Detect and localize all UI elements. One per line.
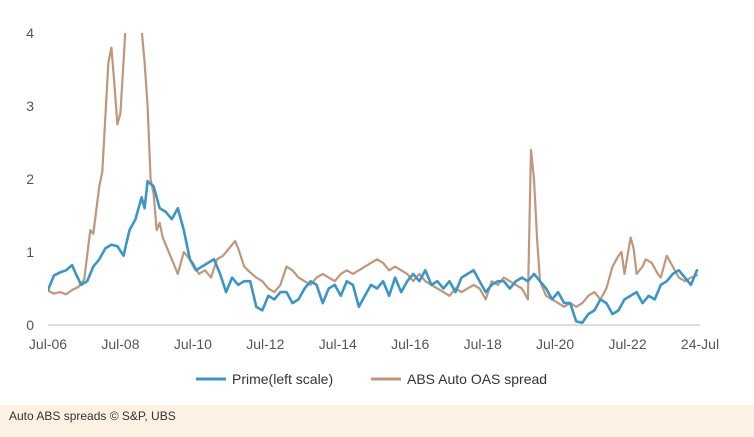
x-tick-label: Jul-18 bbox=[464, 336, 502, 352]
y-tick-label: 0 bbox=[26, 317, 34, 333]
x-tick-label: Jul-12 bbox=[246, 336, 284, 352]
x-tick-label: Jul-16 bbox=[391, 336, 429, 352]
legend: Prime(left scale) ABS Auto OAS spread bbox=[196, 371, 547, 387]
x-tick-label: Jul-10 bbox=[174, 336, 212, 352]
plot-background bbox=[0, 0, 754, 405]
legend-item-abs-oas-label: ABS Auto OAS spread bbox=[407, 371, 547, 387]
abs-oas-series-line bbox=[48, 33, 699, 308]
legend-item-prime-label: Prime(left scale) bbox=[232, 371, 333, 387]
series-lines bbox=[48, 33, 699, 325]
x-axis-ticks: Jul-06 Jul-08 Jul-10 Jul-12 Jul-14 Jul-16 Jul-… bbox=[29, 336, 719, 352]
y-tick-label: 4 bbox=[26, 25, 34, 41]
y-tick-label: 1 bbox=[26, 244, 34, 260]
prime-series-line bbox=[48, 179, 699, 325]
x-tick-label: 24-Jul bbox=[681, 336, 719, 352]
y-axis-ticks: 0 1 2 3 4 bbox=[26, 25, 34, 333]
x-tick-label: Jul-22 bbox=[608, 336, 646, 352]
x-tick-label: Jul-06 bbox=[29, 336, 67, 352]
x-tick-label: Jul-20 bbox=[536, 336, 574, 352]
y-tick-label: 2 bbox=[26, 171, 34, 187]
x-tick-label: Jul-08 bbox=[101, 336, 139, 352]
x-tick-label: Jul-14 bbox=[319, 336, 357, 352]
y-tick-label: 3 bbox=[26, 98, 34, 114]
figure-caption: Auto ABS spreads © S&P, UBS bbox=[9, 409, 176, 423]
